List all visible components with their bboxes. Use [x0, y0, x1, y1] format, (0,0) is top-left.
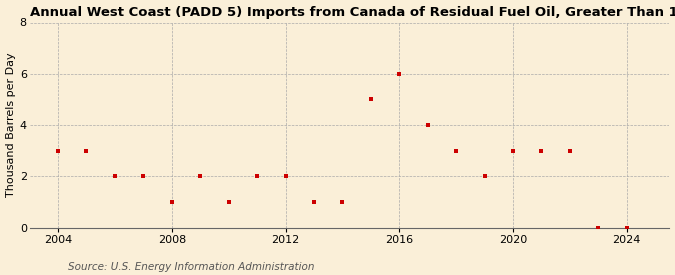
Point [394, 72, 405, 76]
Point [280, 174, 291, 179]
Point [53, 148, 63, 153]
Point [365, 97, 376, 102]
Point [252, 174, 263, 179]
Point [138, 174, 148, 179]
Text: Annual West Coast (PADD 5) Imports from Canada of Residual Fuel Oil, Greater Tha: Annual West Coast (PADD 5) Imports from … [30, 6, 675, 18]
Point [167, 200, 178, 204]
Point [593, 226, 603, 230]
Point [451, 148, 462, 153]
Point [564, 148, 575, 153]
Text: Source: U.S. Energy Information Administration: Source: U.S. Energy Information Administ… [68, 262, 314, 272]
Point [622, 226, 632, 230]
Point [223, 200, 234, 204]
Point [508, 148, 518, 153]
Point [423, 123, 433, 127]
Point [536, 148, 547, 153]
Point [195, 174, 206, 179]
Point [81, 148, 92, 153]
Y-axis label: Thousand Barrels per Day: Thousand Barrels per Day [5, 53, 16, 197]
Point [337, 200, 348, 204]
Point [479, 174, 490, 179]
Point [109, 174, 120, 179]
Point [308, 200, 319, 204]
